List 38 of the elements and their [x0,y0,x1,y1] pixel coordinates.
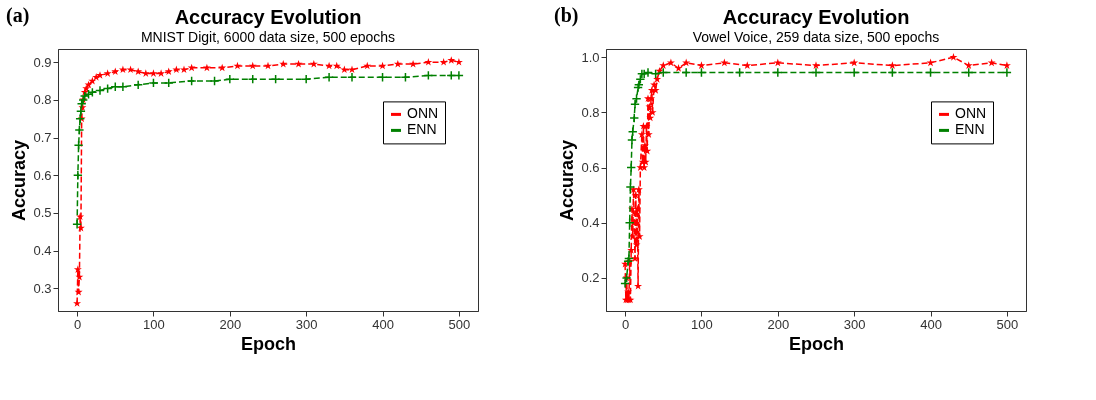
y-tick-label: 0.2 [581,270,600,286]
y-tick-label: 0.8 [33,92,52,108]
x-tick-label: 0 [73,316,82,332]
y-tick-label: 1.0 [581,49,600,65]
x-tick-label: 300 [843,316,866,332]
y-axis-title: Accuracy [9,139,30,222]
text: (b) [554,4,579,27]
legend-label: ENN [955,121,985,138]
x-tick-label: 300 [295,316,318,332]
x-tick-label: 400 [920,316,942,332]
chart-title: Accuracy Evolution [722,6,910,28]
y-axis-title: Accuracy [557,139,578,222]
y-tick-label: 0.3 [33,280,52,296]
x-axis-title: Epoch [240,333,297,354]
y-tick-label: 0.6 [581,160,600,176]
y-tick-label: 0.7 [33,130,52,146]
legend-label: ENN [407,121,437,138]
y-tick-label: 0.8 [581,104,600,120]
x-tick-label: 200 [219,316,242,332]
y-tick-label: 0.5 [33,205,52,221]
chart-subtitle: Vowel Voice, 259 data size, 500 epochs [692,29,940,45]
y-tick-label: 0.9 [33,54,52,70]
x-tick-label: 100 [691,316,713,332]
chart-title: Accuracy Evolution [174,6,362,28]
text: (a) [6,4,30,27]
y-tick-label: 0.6 [33,167,52,183]
x-tick-label: 500 [996,316,1019,332]
x-tick-label: 100 [143,316,165,332]
x-tick-label: 0 [621,316,630,332]
x-axis-title: Epoch [788,333,845,354]
x-tick-label: 400 [372,316,394,332]
y-tick-label: 0.4 [33,243,52,259]
y-tick-label: 0.4 [581,215,600,231]
x-tick-label: 200 [767,316,790,332]
legend-label: ONN [955,105,987,122]
legend-label: ONN [407,105,439,122]
x-tick-label: 500 [448,316,471,332]
chart-subtitle: MNIST Digit, 6000 data size, 500 epochs [140,29,396,45]
